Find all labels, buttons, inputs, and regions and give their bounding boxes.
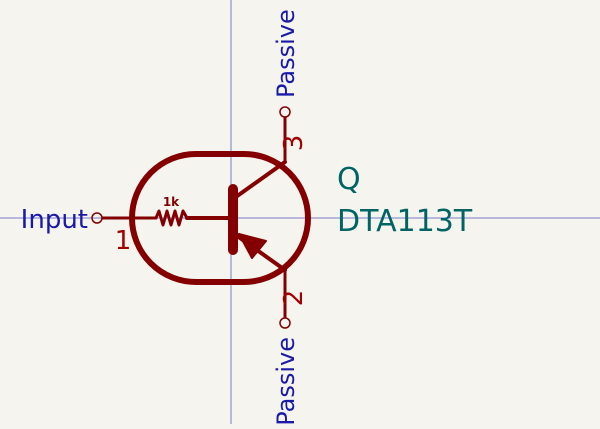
pin-2-number: 2 <box>279 290 309 307</box>
resistor-zigzag <box>154 209 189 227</box>
pin-2-connection-point[interactable] <box>279 317 291 329</box>
pin-1-name: Input <box>21 205 88 235</box>
pin-1[interactable] <box>91 212 156 224</box>
resistor-value-label: 1k <box>163 195 180 209</box>
component-value[interactable]: DTA113T <box>337 204 473 239</box>
pin-3-number: 3 <box>279 135 309 152</box>
reference-designator[interactable]: Q <box>337 162 361 197</box>
pin-3-connection-point[interactable] <box>279 106 291 118</box>
pin-2[interactable] <box>279 270 291 329</box>
pin-1-connection-point[interactable] <box>91 212 103 224</box>
collector-line <box>231 160 287 201</box>
pin-1-number: 1 <box>115 226 132 256</box>
pin-3[interactable] <box>279 106 291 162</box>
pin-2-name: Passive <box>272 337 300 424</box>
pin-3-name: Passive <box>272 9 300 98</box>
emitter-arrow-icon <box>238 233 267 259</box>
